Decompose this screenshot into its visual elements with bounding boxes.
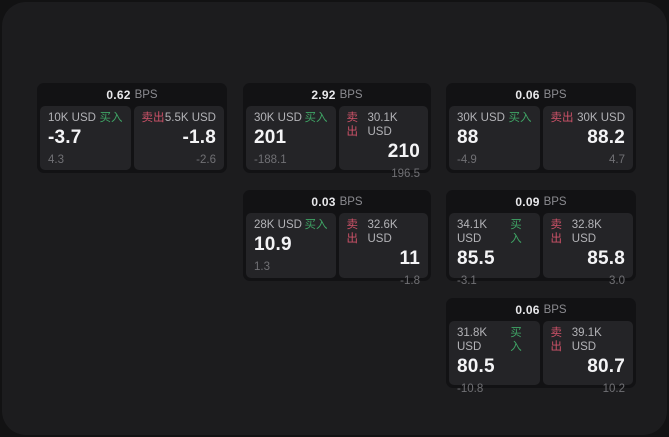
- sell-amount: 30.1K USD: [367, 112, 398, 138]
- buy-side-label: 买入: [508, 112, 532, 124]
- quote-body: 30K USD 买入 88 -4.9 卖出 30K USD 88.2 4.7: [449, 106, 633, 170]
- sell-quote[interactable]: 卖出 32.6K USD 11 -1.8: [338, 213, 428, 287]
- sell-side-label: 卖出: [550, 112, 574, 124]
- bps-value: 2.92: [311, 87, 336, 102]
- buy-delta: -3.1: [457, 275, 477, 287]
- sell-delta: 4.7: [609, 154, 625, 166]
- sell-delta: -2.6: [196, 154, 216, 166]
- sell-side-label: 卖出: [141, 112, 165, 124]
- bps-header: 0.03 BPS: [246, 190, 428, 213]
- sell-side-label: 卖出: [550, 219, 563, 245]
- buy-delta: -188.1: [254, 154, 287, 166]
- sell-side-label: 卖出: [346, 112, 359, 138]
- sell-side-label: 卖出: [346, 219, 359, 245]
- bps-unit: BPS: [543, 195, 567, 208]
- buy-amount: 10K USD: [48, 112, 96, 124]
- buy-delta: -4.9: [457, 154, 477, 166]
- sell-quote[interactable]: 卖出 32.8K USD 85.8 3.0: [542, 213, 633, 287]
- sell-amount: 32.6K USD: [367, 219, 398, 245]
- bps-unit: BPS: [339, 88, 363, 101]
- buy-quote[interactable]: 31.8K USD 买入 80.5 -10.8: [449, 321, 540, 395]
- bps-unit: BPS: [543, 88, 567, 101]
- quote-card: 0.06 BPS 31.8K USD 买入 80.5 -10.8 卖出 39.1…: [446, 298, 636, 395]
- buy-side-label: 买入: [99, 112, 123, 124]
- sell-price: 11: [399, 248, 420, 269]
- quote-body: 28K USD 买入 10.9 1.3 卖出 32.6K USD 11 -1.8: [246, 213, 428, 287]
- quote-body: 34.1K USD 买入 85.5 -3.1 卖出 32.8K USD 85.8…: [449, 213, 633, 287]
- sell-price: 85.8: [587, 248, 625, 269]
- buy-quote[interactable]: 10K USD 买入 -3.7 4.3: [40, 106, 131, 170]
- buy-price: 80.5: [457, 356, 495, 377]
- bps-unit: BPS: [134, 88, 158, 101]
- sell-delta: 3.0: [609, 275, 625, 287]
- bps-value: 0.09: [515, 194, 540, 209]
- bps-value: 0.03: [311, 194, 336, 209]
- buy-price: 10.9: [254, 234, 292, 255]
- bps-header: 0.62 BPS: [40, 83, 224, 106]
- bps-header: 0.06 BPS: [449, 83, 633, 106]
- bps-header: 0.09 BPS: [449, 190, 633, 213]
- quote-card: 2.92 BPS 30K USD 买入 201 -188.1 卖出 30.1K …: [243, 83, 431, 180]
- bps-value: 0.62: [106, 87, 131, 102]
- buy-amount: 30K USD: [254, 112, 302, 124]
- sell-delta: 196.5: [391, 168, 420, 180]
- buy-amount: 28K USD: [254, 219, 302, 231]
- buy-amount: 34.1K USD: [457, 219, 488, 245]
- bps-value: 0.06: [515, 302, 540, 317]
- buy-delta: -10.8: [457, 383, 484, 395]
- sell-quote[interactable]: 卖出 5.5K USD -1.8 -2.6: [133, 106, 224, 170]
- bps-header: 2.92 BPS: [246, 83, 428, 106]
- sell-quote[interactable]: 卖出 30K USD 88.2 4.7: [542, 106, 633, 170]
- sell-price: 210: [387, 141, 420, 162]
- buy-quote[interactable]: 30K USD 买入 88 -4.9: [449, 106, 540, 170]
- buy-quote[interactable]: 28K USD 买入 10.9 1.3: [246, 213, 336, 278]
- buy-side-label: 买入: [510, 327, 522, 353]
- buy-side-label: 买入: [304, 219, 328, 231]
- quote-card: 0.03 BPS 28K USD 买入 10.9 1.3 卖出 32.6K US…: [243, 190, 431, 287]
- quote-card: 0.06 BPS 30K USD 买入 88 -4.9 卖出 30K USD 8…: [446, 83, 636, 173]
- buy-side-label: 买入: [510, 219, 522, 245]
- buy-amount: 31.8K USD: [457, 327, 488, 353]
- bps-header: 0.06 BPS: [449, 298, 633, 321]
- quote-card: 0.62 BPS 10K USD 买入 -3.7 4.3 卖出 5.5K USD…: [37, 83, 227, 173]
- sell-side-label: 卖出: [550, 327, 563, 353]
- bps-value: 0.06: [515, 87, 540, 102]
- sell-delta: 10.2: [602, 383, 625, 395]
- buy-quote[interactable]: 30K USD 买入 201 -188.1: [246, 106, 336, 170]
- buy-price: 201: [254, 127, 287, 148]
- quote-body: 30K USD 买入 201 -188.1 卖出 30.1K USD 210 1…: [246, 106, 428, 180]
- quote-card: 0.09 BPS 34.1K USD 买入 85.5 -3.1 卖出 32.8K…: [446, 190, 636, 287]
- quote-body: 10K USD 买入 -3.7 4.3 卖出 5.5K USD -1.8 -2.…: [40, 106, 224, 170]
- sell-quote[interactable]: 卖出 39.1K USD 80.7 10.2: [542, 321, 633, 395]
- bps-unit: BPS: [543, 303, 567, 316]
- sell-amount: 39.1K USD: [571, 327, 602, 353]
- buy-price: 85.5: [457, 248, 495, 269]
- sell-price: -1.8: [182, 127, 216, 148]
- sell-delta: -1.8: [400, 275, 420, 287]
- sell-amount: 5.5K USD: [164, 112, 216, 124]
- buy-quote[interactable]: 34.1K USD 买入 85.5 -3.1: [449, 213, 540, 287]
- buy-delta: 1.3: [254, 261, 270, 273]
- buy-price: 88: [457, 127, 479, 148]
- sell-amount: 30K USD: [577, 112, 625, 124]
- buy-amount: 30K USD: [457, 112, 505, 124]
- buy-delta: 4.3: [48, 154, 64, 166]
- sell-amount: 32.8K USD: [571, 219, 602, 245]
- sell-quote[interactable]: 卖出 30.1K USD 210 196.5: [338, 106, 428, 180]
- buy-price: -3.7: [48, 127, 82, 148]
- sell-price: 88.2: [587, 127, 625, 148]
- buy-side-label: 买入: [304, 112, 328, 124]
- quote-body: 31.8K USD 买入 80.5 -10.8 卖出 39.1K USD 80.…: [449, 321, 633, 395]
- bps-unit: BPS: [339, 195, 363, 208]
- sell-price: 80.7: [587, 356, 625, 377]
